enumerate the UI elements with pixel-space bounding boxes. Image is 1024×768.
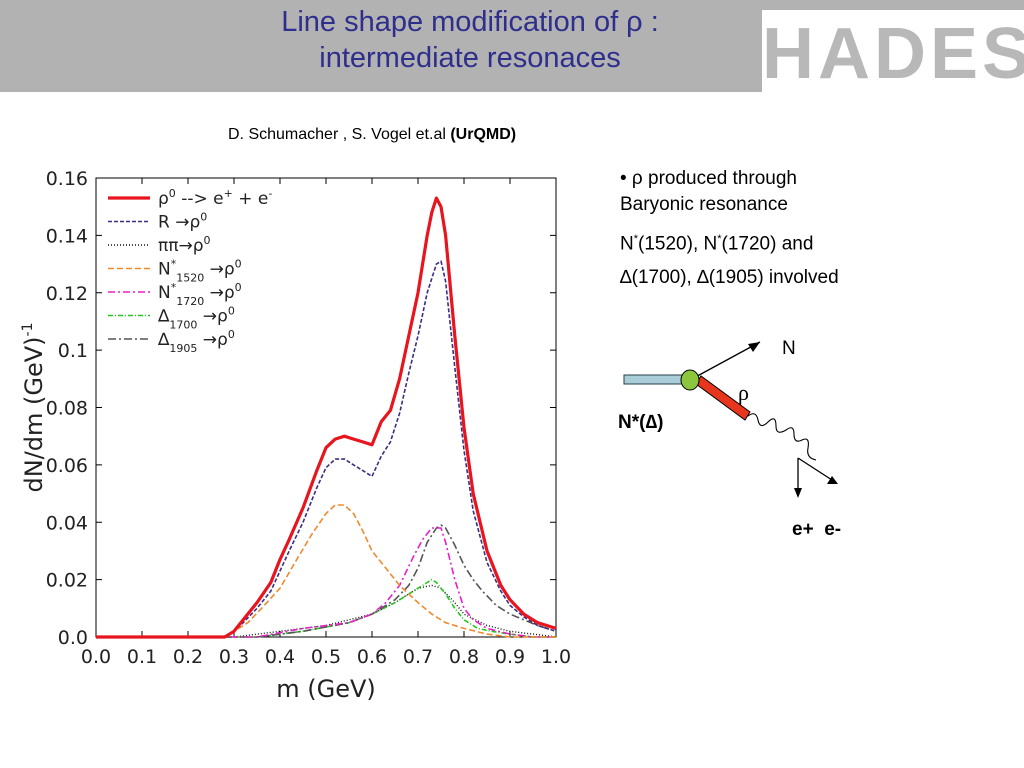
legend-text-sup: * [171,281,177,294]
legend-text-rest2: →ρ [204,283,234,303]
credit-line: D. Schumacher , S. Vogel et.al (UrQMD) [228,126,516,144]
legend-entry-total: ρ0 --> e+ + e- [158,187,272,209]
legend-text-sup: 0 [204,234,211,247]
n-label-c: (1720) and [721,233,814,255]
y-tick-label: 0.04 [46,512,88,534]
mass-spectrum-chart: 0.0 0.1 0.2 0.3 0.4 0.5 0.6 0.7 0.8 0.9 1.0 0.0 0.02… [20,168,571,703]
y-tick-label: 0.0 [58,627,88,649]
rho-label: ρ [738,380,749,405]
legend-text-sup: * [171,258,177,271]
series-line-N1520 [96,504,556,638]
n-label-a: N [620,233,634,255]
n-star-a: * [633,233,639,245]
logo-text: HADES [762,14,1024,94]
positron-line [797,457,833,481]
legend-entry-pipi: ππ→ρ0 [158,234,211,256]
legend-text-sup3: - [268,187,272,200]
legend-text-main: ∆ [157,330,170,350]
legend-text-main: ∆ [157,307,170,327]
legend-text-rest2: →ρ [197,330,227,350]
x-tick-label: 0.4 [265,646,295,668]
series-line-pipi [96,584,557,638]
y-tick-label: 0.12 [46,283,88,305]
title-line-1: Line shape modification of ρ : [281,6,659,38]
legend-text-sup: 0 [200,211,207,224]
legend-text-sup3: 0 [228,305,235,318]
x-tick-label: 0.9 [495,646,525,668]
x-tick-label: 0.7 [403,646,433,668]
n-label-b: (1520), N [638,233,718,255]
legend-text-sup3: 0 [235,281,242,294]
bullet-line-3: N*(1520), N*(1720) and [620,226,920,257]
y-tick-label: 0.1 [58,340,88,362]
y-tick-label: 0.06 [46,455,88,477]
legend-text-sub: 1700 [169,319,197,332]
legend-text-sup3: 0 [235,258,242,271]
slide-title: Line shape modification of ρ : intermedi… [0,4,940,76]
legend-text-sup3: 0 [228,328,235,341]
x-axis-label: m (GeV) [276,675,376,703]
legend-entry-D1700: ∆1700 →ρ0 [157,305,235,332]
x-tick-label: 0.3 [219,646,249,668]
legend-text-main: ρ [158,189,169,209]
virtual-photon-line [747,413,817,461]
credit-authors: D. Schumacher , S. Vogel et.al [228,126,451,143]
x-tick-label: 0.5 [311,646,341,668]
outgoing-n-line [689,341,761,381]
legend-text-sub: 1520 [176,272,204,285]
positron-arrow-icon [827,476,838,484]
leptons-label: e+ e- [792,519,841,540]
x-tick-label: 0.8 [449,646,479,668]
legend-text-main: R →ρ [158,213,200,233]
x-tick-label: 0.0 [81,646,111,668]
legend-text-sup: 0 [169,187,176,200]
y-tick-label: 0.08 [46,398,88,420]
legend-text-rest2: →ρ [204,260,234,280]
y-tick-label: 0.14 [46,225,88,247]
n-star-b: * [717,233,722,245]
series-line-total [96,196,557,639]
series-line-D1700 [96,578,556,638]
bullet-text: • ρ produced through Baryonic resonance N… [620,166,920,291]
legend-text-sup2: + [224,187,233,200]
credit-model: (UrQMD) [450,126,517,143]
legend-text-main: N [158,260,171,280]
x-tick-label: 0.6 [357,646,387,668]
header-bar: Line shape modification of ρ : intermedi… [0,0,1024,94]
n-arrow-icon [748,342,760,352]
electron-arrow-icon [794,488,802,498]
bullet-text-1: produced through [642,168,797,189]
legend-entry-D1905: ∆1905 →ρ0 [157,328,235,355]
legend-entry-N1520: N*1520 →ρ0 [158,258,242,285]
legend-text-rest: --> e [176,189,224,209]
y-tick-label: 0.16 [46,168,88,190]
y-axis-label-sup: -1 [20,323,36,337]
series-line-R [96,260,557,638]
bullet-line-1: • ρ produced through Baryonic resonance [620,166,920,218]
legend-text-sub: 1720 [176,295,204,308]
legend-entry-N1720: N*1720 →ρ0 [158,281,242,308]
resonance-label: N*(∆) [618,412,663,433]
n-label: N [782,338,796,359]
legend-text-main: ππ→ρ [158,236,204,256]
x-tick-label: 0.2 [173,646,203,668]
y-axis-label-main: dN/dm (GeV) [20,336,48,492]
vertex-dot [680,369,700,391]
bullet-symbol: • ρ [620,168,643,189]
legend-entry-R: R →ρ0 [158,211,207,233]
feynman-diagram: N ρ N*(∆) e+ e- [618,338,841,540]
series-line-D1905 [96,524,557,638]
x-tick-label: 0.1 [127,646,157,668]
y-axis-label: dN/dm (GeV)-1 [20,323,48,493]
legend-text-rest2: + e [233,189,269,209]
legend-text-sub: 1905 [169,342,197,355]
x-tick-label: 1.0 [541,646,571,668]
y-tick-label: 0.02 [46,570,88,592]
legend-text-rest2: →ρ [197,307,227,327]
title-line-2: intermediate resonaces [319,42,621,74]
bullet-line-4: ∆(1700), ∆(1905) involved [620,267,839,289]
bullet-text-2: Baryonic resonance [620,194,788,215]
hades-logo: HADES [762,10,1024,94]
legend-text-main: N [158,283,171,303]
